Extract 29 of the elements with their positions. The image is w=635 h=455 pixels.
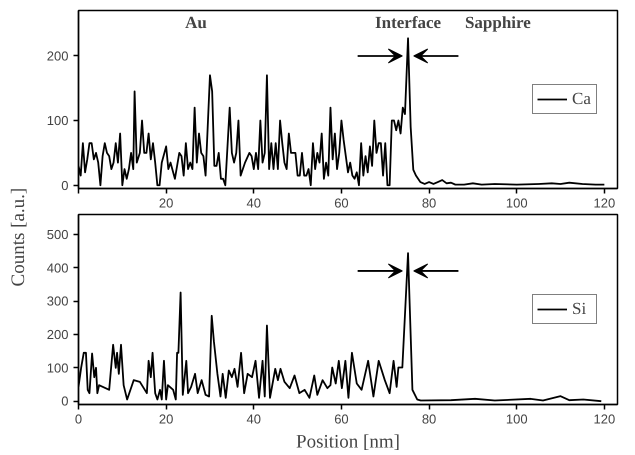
x-tick-label: 40 (246, 196, 262, 210)
annotation: Sapphire (464, 13, 532, 32)
x-tick-label: 0 (74, 412, 82, 426)
y-tick-label: 0 (61, 394, 69, 409)
x-tick-label: 120 (594, 196, 616, 210)
x-tick-label: 80 (422, 196, 436, 210)
legend-label: Si (572, 299, 588, 319)
annotation: Interface (375, 13, 442, 32)
x-tick-label: 100 (506, 412, 528, 426)
y-tick-label: 200 (46, 48, 69, 64)
x-tick-label: 20 (158, 412, 174, 426)
y-tick-label: 100 (46, 113, 69, 128)
y-tick-label: 100 (46, 360, 69, 376)
x-axis-title: Position [nm] (296, 432, 400, 452)
x-tick-label: 60 (334, 196, 349, 210)
x-tick-label: 20 (158, 196, 174, 210)
x-tick-label: 80 (422, 412, 436, 426)
y-tick-label: 500 (46, 227, 69, 242)
legend-label: Ca (572, 89, 592, 109)
y-tick-label: 0 (61, 178, 69, 193)
y-tick-label: 200 (46, 327, 69, 342)
y-tick-label: 300 (46, 294, 69, 309)
x-tick-label: 40 (246, 412, 262, 426)
y-tick-label: 400 (46, 260, 69, 276)
y-axis-title: Counts [a.u.] (8, 188, 29, 286)
annotation: Au (185, 13, 207, 32)
x-tick-label: 120 (594, 412, 616, 426)
x-tick-label: 100 (506, 196, 528, 210)
x-tick-label: 60 (334, 412, 349, 426)
